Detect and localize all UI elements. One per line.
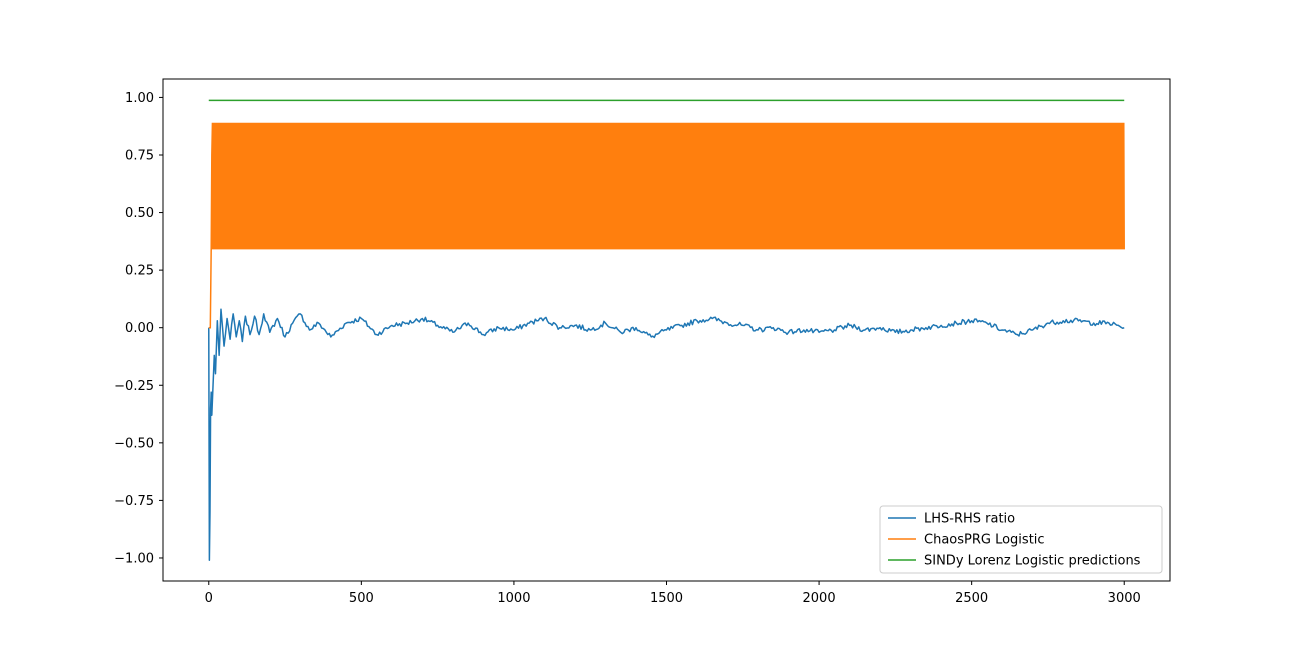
x-tick-label: 2000 bbox=[803, 591, 836, 606]
legend-label-sindy-lorenz-logistic-predictions: SINDy Lorenz Logistic predictions bbox=[924, 554, 1141, 569]
legend-label-lhs-rhs-ratio: LHS-RHS ratio bbox=[924, 512, 1015, 527]
y-tick-label: 0.00 bbox=[125, 321, 154, 336]
plot-frame bbox=[162, 78, 1171, 582]
y-tick-label: 0.25 bbox=[125, 264, 154, 279]
series-line-chaosprg-logistic bbox=[208, 122, 1125, 329]
legend: LHS-RHS ratio ChaosPRG Logistic SINDy Lore… bbox=[879, 505, 1163, 574]
x-tick-label: 0 bbox=[205, 591, 213, 606]
x-tick-label: 1000 bbox=[497, 591, 530, 606]
x-tick-label: 1500 bbox=[650, 591, 683, 606]
y-tick-label: −0.25 bbox=[114, 379, 154, 394]
y-tick-label: −0.75 bbox=[114, 494, 154, 509]
y-tick-label: 0.50 bbox=[125, 206, 154, 221]
x-tick-label: 3000 bbox=[1108, 591, 1141, 606]
y-axis: 1.00 0.75 0.50 0.25 0.00 −0.25 −0.50 −0.75 −1.00 bbox=[114, 91, 163, 566]
legend-box bbox=[879, 505, 1163, 574]
x-tick-label: 500 bbox=[349, 591, 374, 606]
legend-label-chaosprg-logistic: ChaosPRG Logistic bbox=[924, 533, 1045, 548]
y-tick-label: −1.00 bbox=[114, 551, 154, 566]
series-line-lhs-rhs-ratio bbox=[208, 308, 1125, 562]
y-tick-label: 0.75 bbox=[125, 148, 154, 163]
x-axis: 0 500 1000 1500 2000 2500 3000 bbox=[205, 581, 1141, 606]
y-tick-label: −0.50 bbox=[114, 436, 154, 451]
plot-lines bbox=[208, 99, 1125, 562]
y-tick-label: 1.00 bbox=[125, 91, 154, 106]
x-tick-label: 2500 bbox=[955, 591, 988, 606]
